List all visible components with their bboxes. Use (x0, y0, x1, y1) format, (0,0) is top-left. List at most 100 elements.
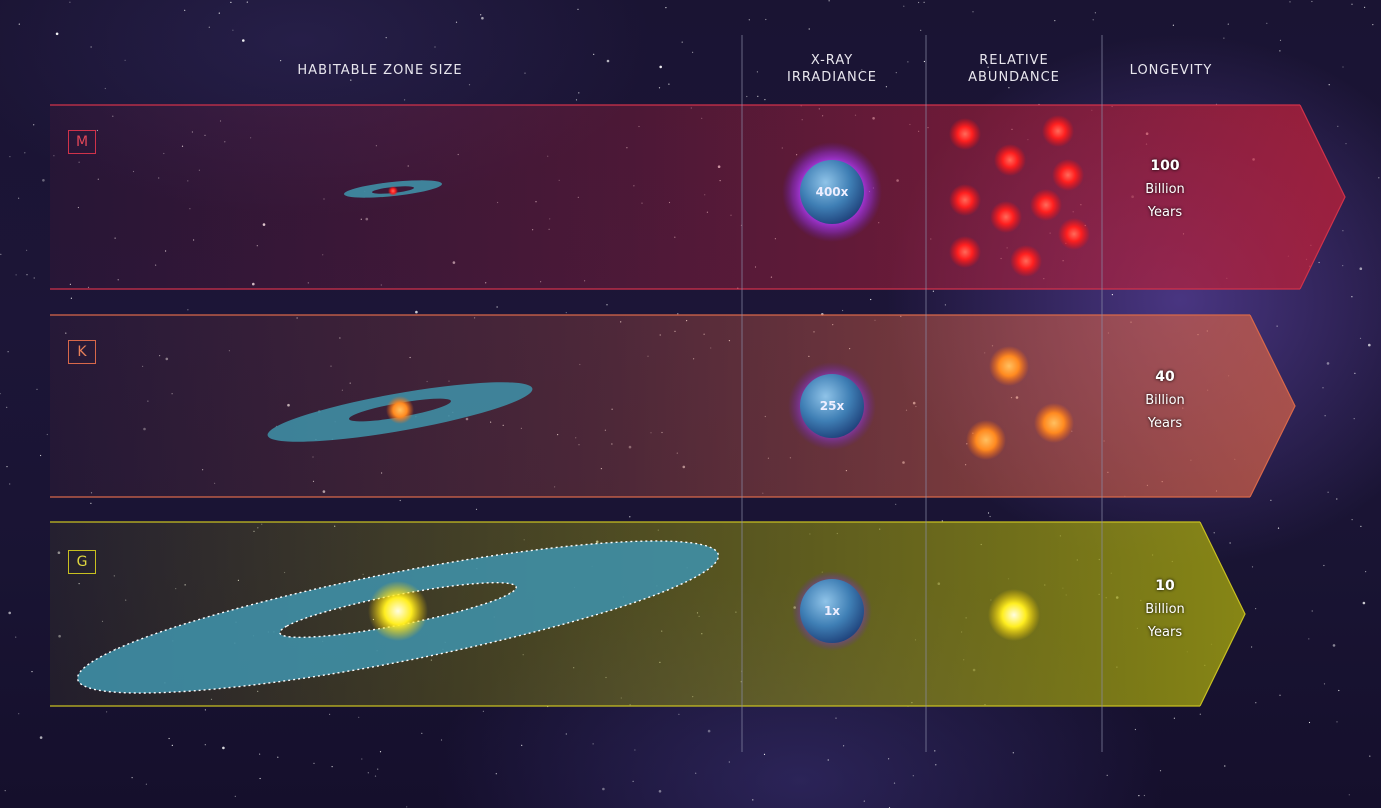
background-star (385, 37, 387, 39)
background-star (658, 87, 661, 89)
background-star (665, 7, 667, 9)
background-star (756, 71, 759, 73)
background-star (870, 298, 872, 301)
background-star (695, 772, 697, 774)
background-star (230, 1, 232, 3)
background-star (752, 799, 754, 801)
background-star (923, 60, 926, 63)
background-star (658, 790, 662, 793)
background-star (606, 59, 610, 63)
background-star (26, 249, 28, 251)
background-star (70, 297, 72, 299)
background-star (1365, 571, 1367, 573)
background-star (482, 710, 484, 712)
background-star (1337, 125, 1339, 127)
background-star (1342, 265, 1344, 267)
background-star (692, 51, 694, 53)
background-star (171, 744, 173, 747)
abundance-star (988, 589, 1040, 641)
background-star (1323, 564, 1325, 567)
background-star (106, 711, 108, 713)
background-star (1348, 794, 1350, 796)
background-star (861, 69, 863, 71)
background-star (399, 499, 401, 502)
background-star (763, 753, 766, 756)
background-star (234, 795, 236, 798)
habitable-zone-k (267, 382, 533, 442)
background-star (989, 515, 991, 518)
background-star (1270, 499, 1272, 501)
background-star (232, 29, 234, 31)
background-star (893, 782, 896, 784)
planet-xray-m: 400x (782, 142, 882, 242)
background-star (521, 744, 523, 746)
abundance-star (949, 236, 981, 268)
background-star (1368, 343, 1371, 347)
background-star (18, 23, 20, 25)
background-star (1199, 713, 1201, 715)
background-star (843, 745, 845, 747)
xray-value-m: 400x (816, 185, 849, 199)
background-star (259, 777, 261, 780)
background-star (1092, 19, 1094, 21)
background-star (1336, 721, 1338, 723)
background-star (592, 743, 594, 745)
background-star (912, 775, 914, 777)
background-star (1251, 566, 1254, 568)
background-star (131, 777, 133, 779)
background-star (184, 9, 186, 11)
background-star (55, 32, 59, 36)
background-star (863, 800, 865, 802)
background-star (1328, 84, 1330, 86)
band-m-arrow-edge (1299, 104, 1346, 290)
background-star (480, 14, 482, 16)
background-star (26, 274, 28, 276)
abundance-star (1030, 189, 1062, 221)
background-star (1318, 261, 1320, 264)
background-star (1213, 532, 1215, 534)
background-star (15, 274, 17, 276)
background-star (404, 99, 406, 101)
background-star (578, 92, 580, 94)
background-star (8, 611, 11, 615)
background-star (1362, 601, 1366, 605)
background-star (1143, 794, 1145, 797)
background-star (415, 310, 418, 314)
background-star (331, 766, 333, 768)
background-star (124, 59, 126, 61)
habitable-zone-g (76, 540, 720, 694)
star-k (386, 396, 414, 424)
background-star (475, 508, 478, 510)
header-xray-irradiance: X-RAY IRRADIANCE (786, 53, 878, 85)
background-star (329, 713, 331, 716)
background-star (0, 393, 1, 395)
background-star (468, 84, 471, 86)
longevity-value-m: 100 (1150, 158, 1180, 174)
background-star (842, 309, 844, 312)
background-star (932, 290, 935, 292)
background-star (1342, 66, 1344, 68)
background-star (350, 79, 352, 81)
background-star (677, 313, 679, 315)
background-star (748, 19, 750, 21)
background-star (895, 503, 897, 505)
abundance-star (949, 184, 981, 216)
background-star (1311, 0, 1313, 3)
background-star (277, 756, 279, 758)
background-star (1227, 23, 1229, 25)
background-star (577, 8, 579, 10)
background-star (895, 72, 897, 74)
longevity-m: 100 Billion Years (1120, 155, 1210, 224)
background-star (1308, 721, 1311, 724)
background-star (1336, 498, 1338, 500)
background-star (835, 717, 837, 719)
background-star (1324, 415, 1326, 417)
background-star (313, 762, 315, 765)
background-star (1351, 3, 1353, 5)
background-star (145, 783, 147, 785)
background-star (941, 520, 943, 522)
background-star (1359, 267, 1363, 271)
longevity-value-g: 10 (1155, 578, 1175, 594)
